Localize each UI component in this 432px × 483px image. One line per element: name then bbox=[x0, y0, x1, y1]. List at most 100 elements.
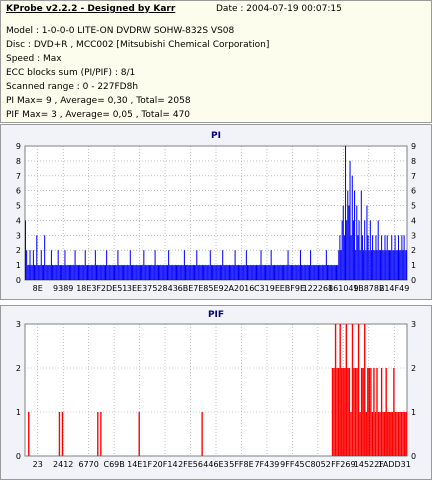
pi-bar bbox=[95, 265, 98, 280]
pi-bar bbox=[74, 250, 76, 280]
pi-bar bbox=[365, 250, 367, 280]
pi-bar bbox=[189, 265, 191, 280]
pi-bar bbox=[185, 265, 187, 280]
pi-bar bbox=[115, 265, 117, 280]
pi-bar bbox=[97, 265, 99, 280]
pi-bar bbox=[226, 265, 228, 280]
pi-bar bbox=[77, 265, 79, 280]
pi-bar bbox=[101, 265, 103, 280]
pif-bar bbox=[403, 412, 406, 456]
pi-bar bbox=[249, 265, 251, 280]
pi-bar bbox=[81, 265, 83, 280]
pi-bar bbox=[213, 265, 215, 280]
pi-bar bbox=[385, 250, 387, 280]
pi-bar bbox=[182, 265, 184, 280]
pif-x-tick-label: 2FE56 bbox=[178, 460, 203, 469]
pi-bar bbox=[332, 265, 334, 280]
pi-bar bbox=[206, 265, 208, 280]
pi-bar bbox=[256, 265, 258, 280]
pi-bar bbox=[98, 265, 100, 280]
pif-y-tick-right: 0 bbox=[411, 452, 416, 461]
pi-bar bbox=[223, 265, 225, 280]
pi-x-tick-label: 8E bbox=[33, 284, 43, 293]
pi-bar bbox=[178, 265, 180, 280]
pi-chart-title: PI bbox=[211, 131, 221, 141]
pi-bar bbox=[266, 265, 268, 280]
pi-bar bbox=[286, 265, 288, 280]
pi-bar bbox=[333, 265, 335, 280]
pi-bar bbox=[196, 250, 198, 280]
pi-bar bbox=[93, 265, 95, 280]
pi-bar bbox=[294, 265, 296, 280]
pi-bar bbox=[212, 265, 214, 280]
pi-bar bbox=[271, 265, 273, 280]
pi-bar bbox=[296, 265, 298, 280]
pi-bar bbox=[52, 265, 54, 280]
pi-bar bbox=[245, 250, 247, 280]
pif-bar bbox=[337, 368, 340, 456]
pi-bar bbox=[79, 265, 81, 280]
pi-bar bbox=[26, 250, 28, 280]
pi-y-tick-left: 2 bbox=[16, 246, 21, 255]
pi-bar bbox=[330, 265, 332, 280]
pi-bar bbox=[306, 265, 308, 280]
pi-bar bbox=[100, 265, 102, 280]
pi-bar bbox=[138, 265, 140, 280]
pif-bar bbox=[345, 324, 348, 456]
pi-bar bbox=[396, 250, 398, 280]
pi-bar bbox=[188, 265, 190, 280]
pi-bar bbox=[205, 265, 207, 280]
pif-bar bbox=[356, 368, 358, 456]
pi-bar bbox=[350, 235, 352, 280]
pi-bar bbox=[40, 250, 42, 280]
pi-bar bbox=[57, 250, 59, 280]
pi-bar bbox=[170, 265, 172, 280]
pif-bar bbox=[350, 412, 352, 456]
pi-bar bbox=[129, 250, 131, 280]
pi-y-tick-right: 2 bbox=[411, 246, 416, 255]
pi-bar bbox=[377, 220, 379, 280]
pi-x-tick-label: 85E92 bbox=[203, 284, 228, 293]
pif-bar bbox=[348, 368, 351, 456]
pi-bar bbox=[130, 265, 132, 280]
pif-x-tick-label: 446E3 bbox=[203, 460, 228, 469]
pi-bar bbox=[263, 265, 265, 280]
pi-bar bbox=[356, 205, 358, 280]
pi-bar bbox=[391, 235, 393, 280]
pi-bar bbox=[399, 250, 401, 280]
pi-bar bbox=[45, 265, 47, 280]
pif-bar bbox=[400, 412, 403, 456]
pi-bar bbox=[105, 265, 107, 280]
pi-bar bbox=[204, 265, 206, 280]
scan-date: Date : 2004-07-19 00:07:15 bbox=[216, 4, 342, 14]
pi-bar bbox=[250, 265, 252, 280]
pi-bar bbox=[50, 250, 52, 280]
pi-bar bbox=[136, 265, 138, 280]
pi-bar bbox=[222, 250, 224, 280]
pi-bar bbox=[67, 265, 69, 280]
pi-bar bbox=[29, 250, 31, 280]
pi-bar bbox=[49, 265, 51, 280]
pi-x-tick-label: 214F49 bbox=[379, 284, 409, 293]
pi-bar bbox=[187, 265, 189, 280]
pi-x-tick-label: 1B878B bbox=[353, 284, 384, 293]
pi-bar bbox=[336, 265, 338, 280]
app-title: KProbe v2.2.2 - Designed by Karr bbox=[6, 4, 176, 14]
pi-bar bbox=[328, 265, 330, 280]
pi-bar bbox=[348, 205, 350, 280]
pi-bar bbox=[368, 250, 370, 280]
pi-bar bbox=[361, 235, 363, 280]
pi-bar bbox=[352, 220, 354, 280]
pif-bar bbox=[201, 412, 203, 456]
pi-bar bbox=[191, 265, 193, 280]
pi-bar bbox=[374, 250, 376, 280]
pif-bar bbox=[371, 412, 374, 456]
pi-bar bbox=[358, 220, 360, 280]
pi-bar bbox=[233, 265, 235, 280]
pi-bar bbox=[351, 175, 353, 280]
info-speed: Speed : Max bbox=[6, 54, 62, 64]
pif-x-tick-label: 6770 bbox=[78, 460, 98, 469]
pi-bar bbox=[134, 265, 136, 280]
pi-bar bbox=[82, 265, 84, 280]
pi-bar bbox=[364, 220, 366, 280]
